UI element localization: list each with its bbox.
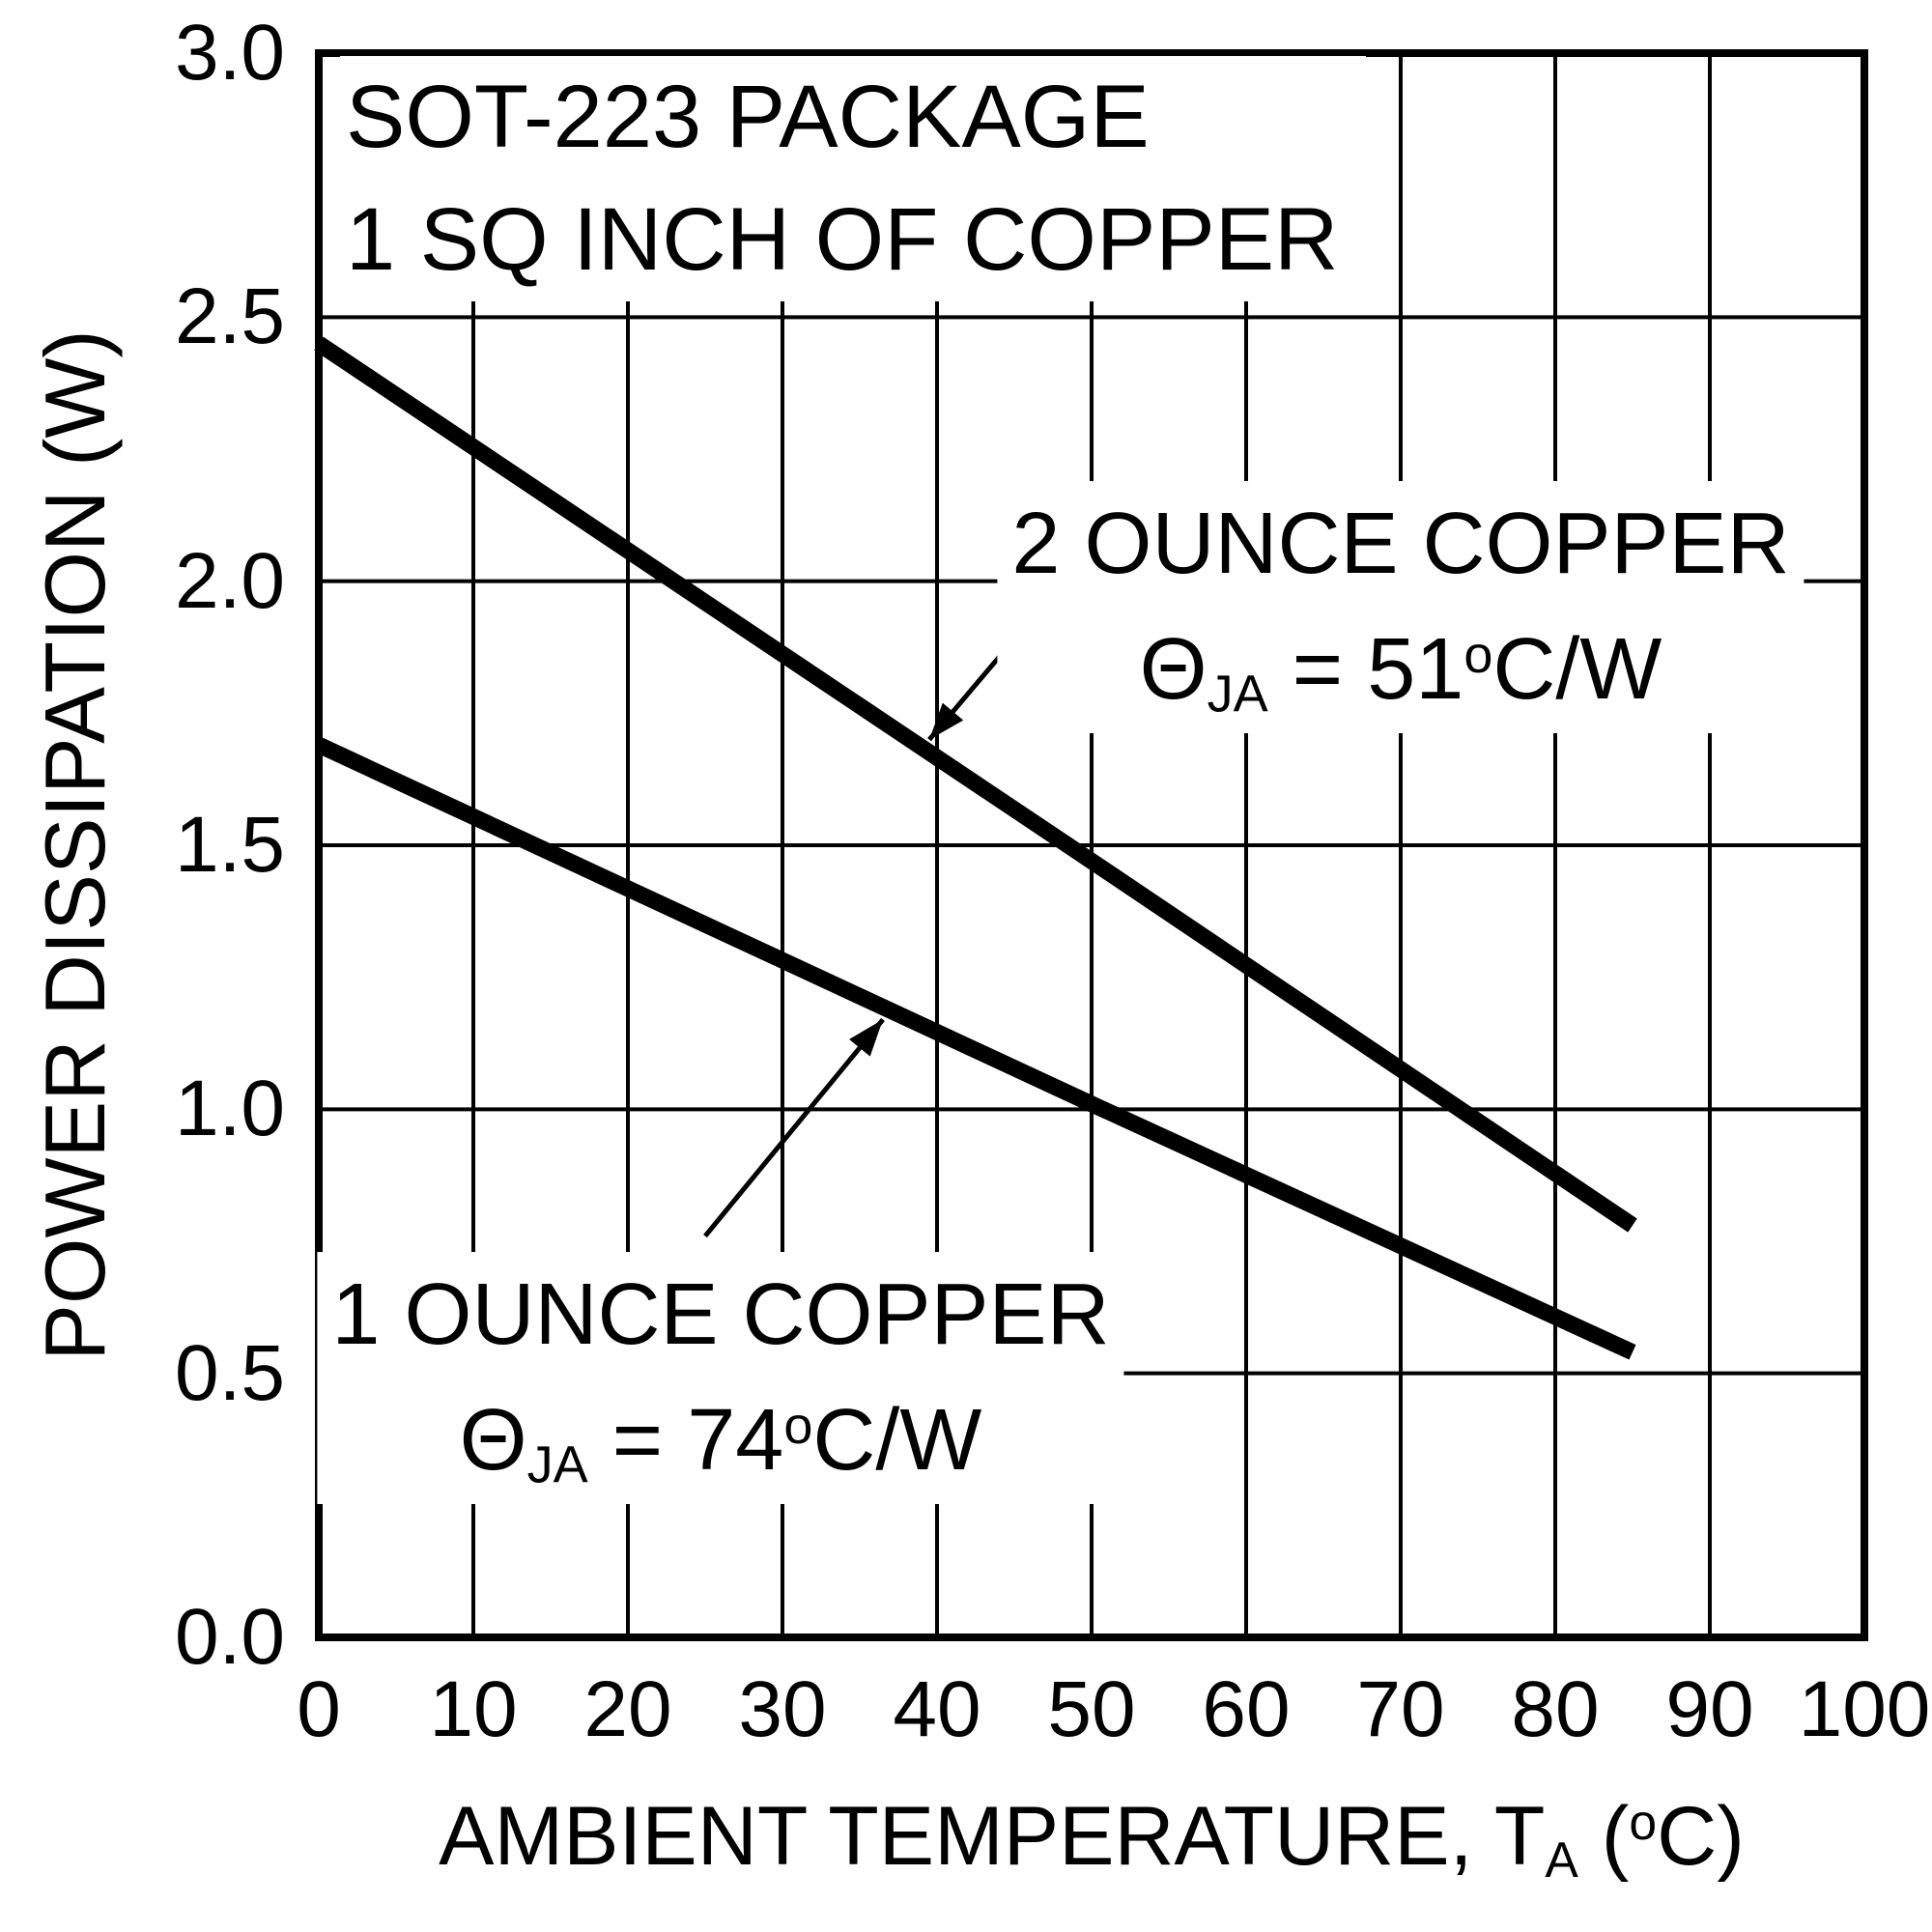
annotation-arrow-line [703, 1017, 885, 1238]
degree-symbol: o [783, 1397, 813, 1456]
theta-unit: C/W [1492, 621, 1662, 719]
x-axis-title-text: AMBIENT TEMPERATURE, T [439, 1790, 1546, 1883]
theta-unit: C/W [812, 1392, 982, 1490]
series-line-2oz-copper [314, 336, 1637, 1233]
y-tick-label-0.5: 0.5 [175, 1328, 285, 1417]
x-axis-title-unit: C) [1657, 1790, 1745, 1883]
plot-border [315, 49, 1868, 1641]
x-tick-label-60: 60 [1202, 1665, 1291, 1753]
y-tick-label-1.0: 1.0 [175, 1065, 285, 1153]
x-tick-label-70: 70 [1356, 1665, 1445, 1753]
y-tick-label-0.0: 0.0 [175, 1593, 285, 1681]
x-axis-title-paren: ( [1577, 1790, 1630, 1883]
x-tick-label-20: 20 [583, 1665, 672, 1753]
x-tick-label-80: 80 [1511, 1665, 1600, 1753]
x-tick-label-0: 0 [297, 1665, 341, 1753]
y-tick-label-1.5: 1.5 [175, 801, 285, 889]
plot-title: SOT-223 PACKAGE 1 SQ INCH OF COPPER [340, 56, 1366, 301]
x-tick-label-40: 40 [893, 1665, 981, 1753]
annotation-1oz-copper: 1 OUNCE COPPER ΘJA = 74oC/W [317, 1251, 1124, 1504]
x-tick-label-30: 30 [738, 1665, 827, 1753]
annotation-2oz-name: 2 OUNCE COPPER [1011, 495, 1790, 592]
x-tick-label-100: 100 [1798, 1665, 1931, 1753]
annotation-arrowhead [929, 702, 964, 740]
x-tick-label-50: 50 [1047, 1665, 1136, 1753]
theta-value: = 51 [1267, 621, 1464, 719]
x-axis-title-degree: o [1629, 1794, 1658, 1851]
plot-title-line2: 1 SQ INCH OF COPPER [346, 189, 1339, 289]
annotation-2oz-theta: ΘJA = 51oC/W [1011, 607, 1789, 733]
plot-title-line1: SOT-223 PACKAGE [346, 68, 1150, 166]
annotation-1oz-theta: ΘJA = 74oC/W [331, 1378, 1109, 1504]
series-line-1oz-copper [315, 737, 1636, 1360]
theta-value: = 74 [587, 1392, 784, 1490]
y-tick-label-2.0: 2.0 [175, 536, 285, 625]
y-tick-label-2.5: 2.5 [175, 272, 285, 361]
annotation-1oz-name: 1 OUNCE COPPER [331, 1265, 1110, 1363]
x-tick-label-90: 90 [1665, 1665, 1754, 1753]
theta-symbol: Θ [459, 1392, 527, 1490]
theta-symbol: Θ [1139, 621, 1208, 719]
theta-subscript: JA [526, 1435, 588, 1494]
x-axis-title: AMBIENT TEMPERATURE, TA (oC) [439, 1789, 1745, 1889]
x-tick-label-10: 10 [429, 1665, 518, 1753]
degree-symbol: o [1463, 626, 1493, 685]
theta-subscript: JA [1207, 665, 1268, 724]
annotation-arrowhead [849, 1019, 883, 1057]
x-axis-title-subscript: A [1545, 1831, 1578, 1888]
annotation-2oz-copper: 2 OUNCE COPPER ΘJA = 51oC/W [997, 480, 1804, 733]
y-tick-label-3.0: 3.0 [175, 9, 285, 97]
y-axis-title: POWER DISSIPATION (W) [27, 329, 123, 1361]
